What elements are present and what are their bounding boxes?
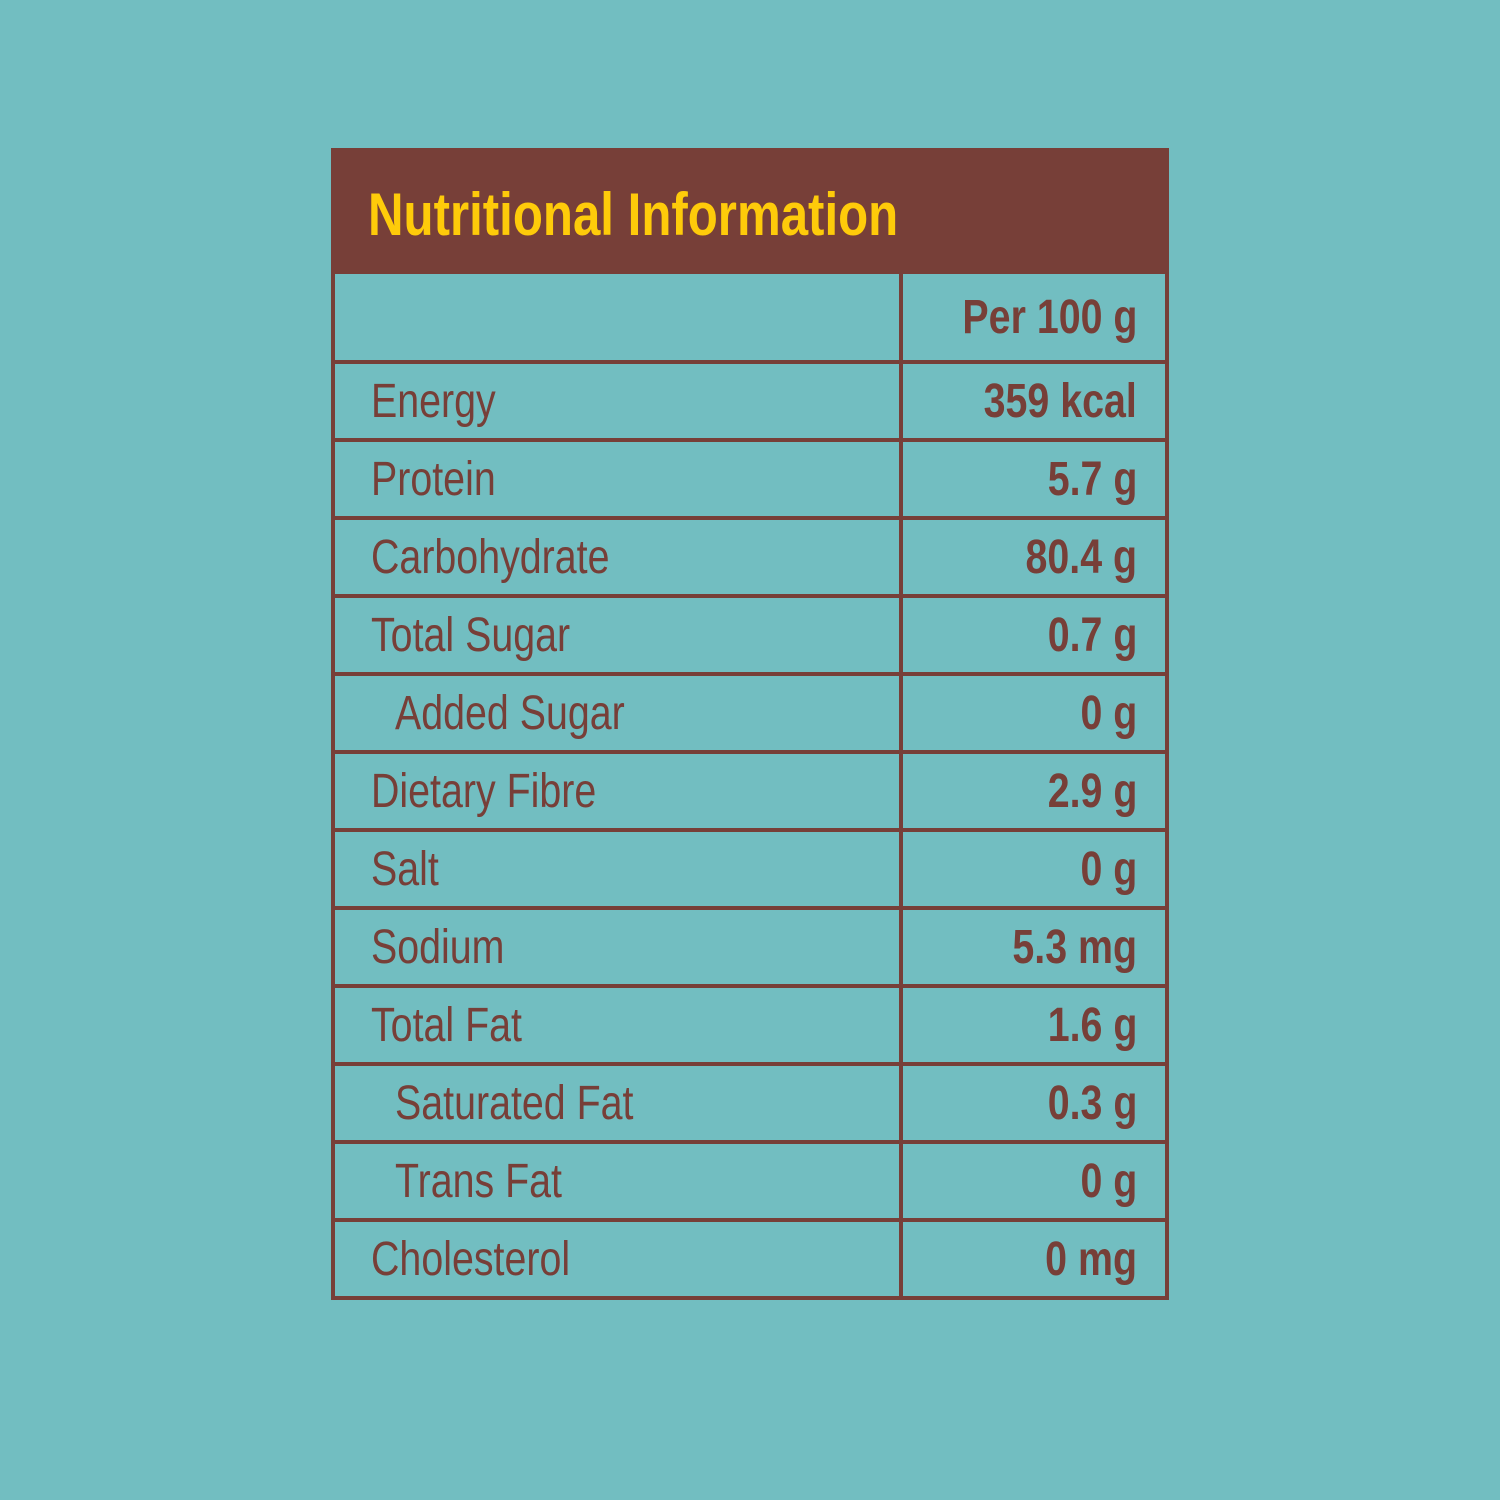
cell xyxy=(331,270,903,364)
row: Saturated Fat 0.3 g xyxy=(331,1062,1169,1144)
label: Sodium xyxy=(371,920,505,974)
header: Nutritional Information xyxy=(331,148,1169,272)
label: Trans Fat xyxy=(395,1154,562,1208)
label: Total Fat xyxy=(371,998,522,1052)
cell: 0 g xyxy=(899,828,1169,910)
cell: 0 g xyxy=(899,1140,1169,1222)
cell: 0.7 g xyxy=(899,594,1169,676)
row: Protein 5.7 g xyxy=(331,438,1169,520)
row: Cholesterol 0 mg xyxy=(331,1218,1169,1300)
cell: Energy xyxy=(331,360,903,442)
title: Nutritional Information xyxy=(368,181,899,248)
header-row: Per 100 g xyxy=(331,270,1169,364)
row: Salt 0 g xyxy=(331,828,1169,910)
cell: 5.7 g xyxy=(899,438,1169,520)
cell: Added Sugar xyxy=(331,672,903,754)
cell: Total Fat xyxy=(331,984,903,1066)
row: Total Sugar 0.7 g xyxy=(331,594,1169,676)
row: Total Fat 1.6 g xyxy=(331,984,1169,1066)
value: 1.6 g xyxy=(1047,998,1137,1052)
label: Saturated Fat xyxy=(395,1076,634,1130)
nutrition-table: Per 100 g Energy 359 kcal Protein 5.7 g Ca… xyxy=(331,270,1169,1300)
label: Added Sugar xyxy=(395,686,625,740)
label: Cholesterol xyxy=(371,1232,571,1286)
value: 359 kcal xyxy=(983,374,1137,428)
row: Trans Fat 0 g xyxy=(331,1140,1169,1222)
cell: Total Sugar xyxy=(331,594,903,676)
value: 0 g xyxy=(1080,842,1137,896)
cell: Dietary Fibre xyxy=(331,750,903,832)
row: Added Sugar 0 g xyxy=(331,672,1169,754)
value: 0.3 g xyxy=(1047,1076,1137,1130)
cell: 5.3 mg xyxy=(899,906,1169,988)
label: Energy xyxy=(371,374,496,428)
cell: Carbohydrate xyxy=(331,516,903,598)
label: Carbohydrate xyxy=(371,530,610,584)
label: Protein xyxy=(371,452,496,506)
cell: Trans Fat xyxy=(331,1140,903,1222)
value: 5.3 mg xyxy=(1012,920,1137,974)
value: 0 g xyxy=(1080,686,1137,740)
label: Dietary Fibre xyxy=(371,764,597,818)
cell: 1.6 g xyxy=(899,984,1169,1066)
cell: 80.4 g xyxy=(899,516,1169,598)
cell: Salt xyxy=(331,828,903,910)
value: 0 mg xyxy=(1045,1232,1137,1286)
row: Dietary Fibre 2.9 g xyxy=(331,750,1169,832)
cell: 0 g xyxy=(899,672,1169,754)
value: 0.7 g xyxy=(1047,608,1137,662)
cell: 2.9 g xyxy=(899,750,1169,832)
cell: Saturated Fat xyxy=(331,1062,903,1144)
cell: Per 100 g xyxy=(899,270,1169,364)
value: 5.7 g xyxy=(1047,452,1137,506)
cell: 0 mg xyxy=(899,1218,1169,1300)
cell: Protein xyxy=(331,438,903,520)
cell: 0.3 g xyxy=(899,1062,1169,1144)
cell: 359 kcal xyxy=(899,360,1169,442)
row: Energy 359 kcal xyxy=(331,360,1169,442)
value: 80.4 g xyxy=(1025,530,1137,584)
cell: Cholesterol xyxy=(331,1218,903,1300)
column-header: Per 100 g xyxy=(961,290,1137,344)
row: Sodium 5.3 mg xyxy=(331,906,1169,988)
row: Carbohydrate 80.4 g xyxy=(331,516,1169,598)
label: Salt xyxy=(371,842,439,896)
cell: Sodium xyxy=(331,906,903,988)
value: 0 g xyxy=(1080,1154,1137,1208)
label: Total Sugar xyxy=(371,608,571,662)
value: 2.9 g xyxy=(1047,764,1137,818)
